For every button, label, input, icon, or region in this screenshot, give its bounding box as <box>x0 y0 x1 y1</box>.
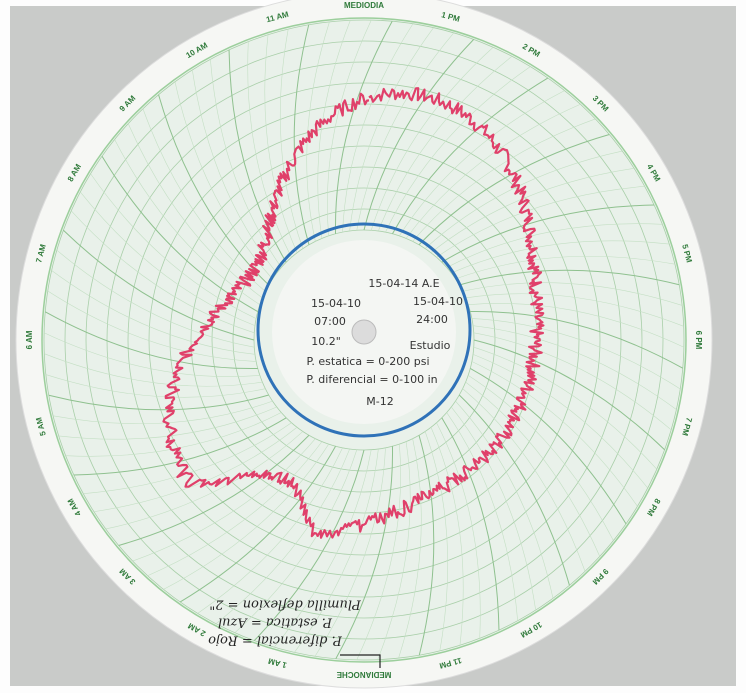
center-label: P. diferencial = 0-100 in <box>306 373 437 386</box>
hour-label: 6 AM <box>25 330 34 349</box>
hour-label: MEDIANOCHE <box>336 670 391 679</box>
hour-label: MEDIODIA <box>344 1 384 10</box>
handwritten-note: Plumilla deflexion = 2" <box>209 597 361 612</box>
center-hub <box>352 320 376 344</box>
center-label: 15-04-10 <box>413 295 463 308</box>
center-label: 10.2" <box>311 335 341 348</box>
center-label: P. estatica = 0-200 psi <box>306 355 429 368</box>
handwritten-note: P. diferencial = Rojo <box>208 633 343 648</box>
center-label: 24:00 <box>416 313 448 326</box>
center-label: 15-04-14 A.E <box>368 277 439 290</box>
hour-label: 6 PM <box>694 331 703 350</box>
center-label: 15-04-10 <box>311 297 361 310</box>
center-label: Estudio <box>410 339 451 352</box>
center-label: M-12 <box>366 395 393 408</box>
handwritten-note: P. estatica = Azul <box>218 615 333 630</box>
chart-photo: MEDIODIA1 PM2 PM3 PM4 PM5 PM6 PM7 PM8 PM… <box>0 0 746 693</box>
center-label: 07:00 <box>314 315 346 328</box>
